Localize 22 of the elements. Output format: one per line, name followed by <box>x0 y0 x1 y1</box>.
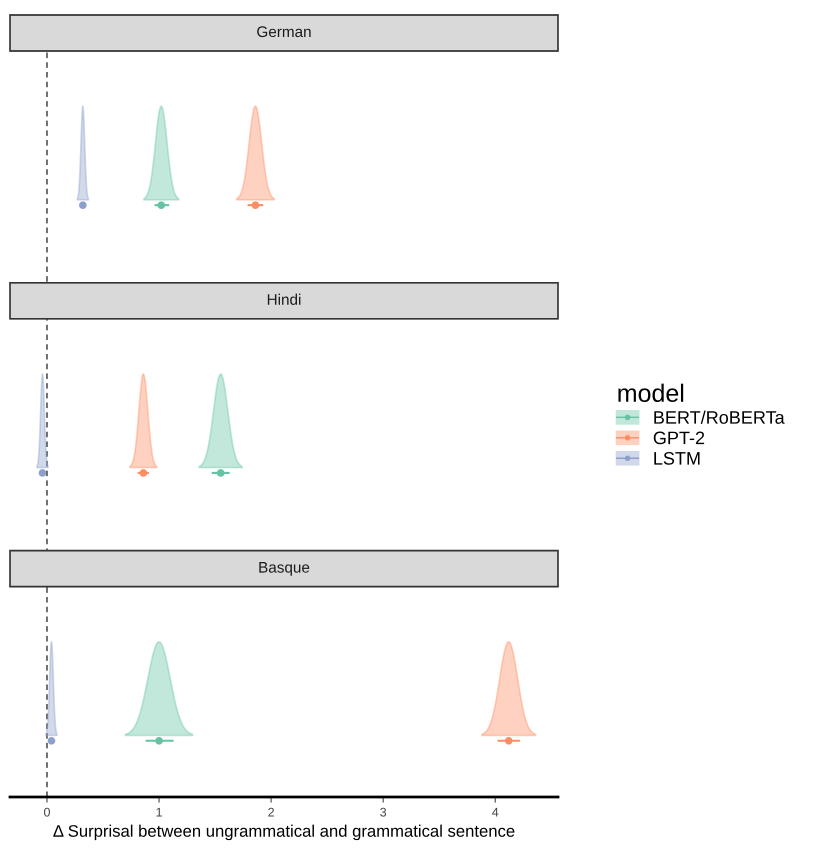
point <box>155 736 163 745</box>
point <box>140 469 148 477</box>
legend-label: BERT/RoBERTa <box>654 410 785 424</box>
x-tick-label: 0 <box>44 808 50 817</box>
point <box>38 469 46 477</box>
x-tick-label: 3 <box>380 808 386 817</box>
point <box>48 736 56 745</box>
legend-label: GPT-2 <box>654 432 704 444</box>
point <box>79 201 87 209</box>
point <box>216 469 224 477</box>
annotation: Basque <box>259 562 310 576</box>
legend-title: model <box>618 384 684 402</box>
point <box>157 201 166 209</box>
x-tick-label: 4 <box>492 808 498 816</box>
point <box>252 201 260 209</box>
annotation: Hindi <box>268 294 300 305</box>
point <box>504 736 512 745</box>
x-tick-label: 2 <box>268 808 274 816</box>
x-tick-label: 1 <box>156 808 162 816</box>
annotation: German <box>257 26 311 38</box>
x-axis-title: Δ Surprisal between ungrammatical and grammatical sentence <box>53 824 514 840</box>
legend-label: LSTM <box>654 452 700 465</box>
